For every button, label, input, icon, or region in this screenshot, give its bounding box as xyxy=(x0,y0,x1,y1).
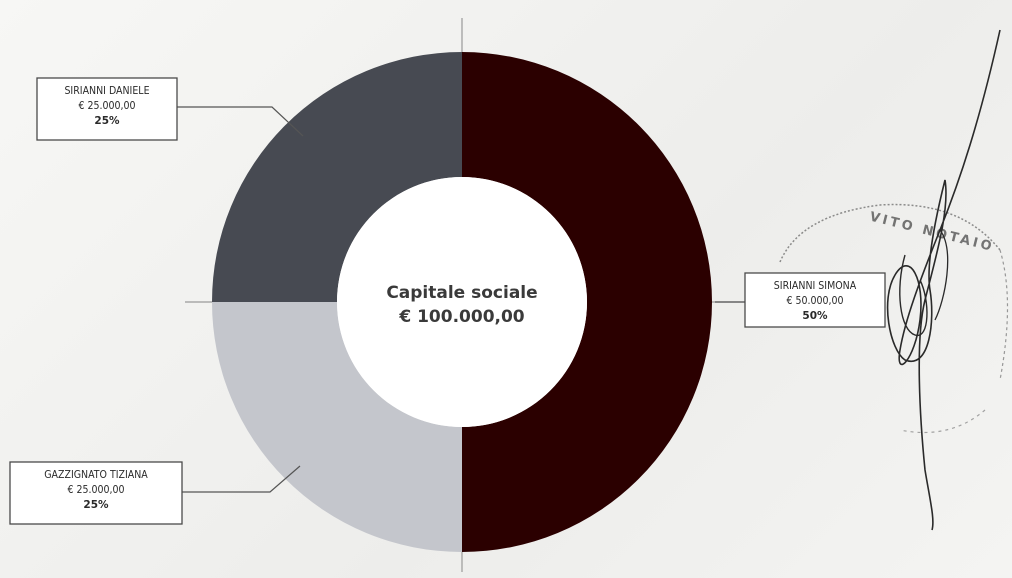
center-label-value: € 100.000,00 xyxy=(398,307,524,327)
callout-sirianni-daniele: SIRIANNI DANIELE € 25.000,00 25% xyxy=(36,77,304,141)
slice-callouts: SIRIANNI SIMONA € 50.000,00 50% GAZZIGNATO … xyxy=(9,77,886,525)
callout-box xyxy=(744,272,886,328)
callout-amount: € 25.000,00 xyxy=(78,100,135,112)
donut-hole xyxy=(337,177,587,427)
handwritten-signature xyxy=(886,29,1001,531)
callout-name: SIRIANNI SIMONA xyxy=(774,280,857,292)
callout-box xyxy=(36,77,178,141)
callout-percent: 50% xyxy=(802,310,828,322)
callout-amount: € 50.000,00 xyxy=(786,295,843,307)
donut-slice-sirianni-daniele xyxy=(212,52,462,302)
callout-name: GAZZIGNATO TIZIANA xyxy=(44,469,148,481)
callout-name: SIRIANNI DANIELE xyxy=(64,85,149,97)
callout-leader-line xyxy=(182,465,301,493)
callout-leader-line xyxy=(177,106,304,137)
callout-gazzignato-tiziana: GAZZIGNATO TIZIANA € 25.000,00 25% xyxy=(9,461,301,525)
callout-amount: € 25.000,00 xyxy=(67,484,124,496)
callout-percent: 25% xyxy=(83,499,109,511)
center-label-title: Capitale sociale xyxy=(386,283,537,303)
callout-box xyxy=(9,461,183,525)
donut-slice-gazzignato-tiziana xyxy=(212,302,462,552)
callout-sirianni-simona: SIRIANNI SIMONA € 50.000,00 50% xyxy=(715,272,886,328)
callout-percent: 25% xyxy=(94,115,120,127)
